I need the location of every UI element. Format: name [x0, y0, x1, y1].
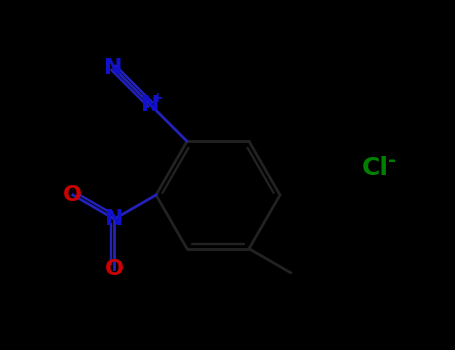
- Text: N: N: [141, 94, 160, 114]
- Text: -: -: [388, 150, 396, 169]
- Text: O: O: [63, 185, 82, 205]
- Text: N: N: [104, 58, 123, 78]
- Text: O: O: [105, 259, 124, 279]
- Text: N: N: [105, 209, 124, 229]
- Text: +: +: [152, 91, 163, 105]
- Text: Cl: Cl: [362, 156, 389, 180]
